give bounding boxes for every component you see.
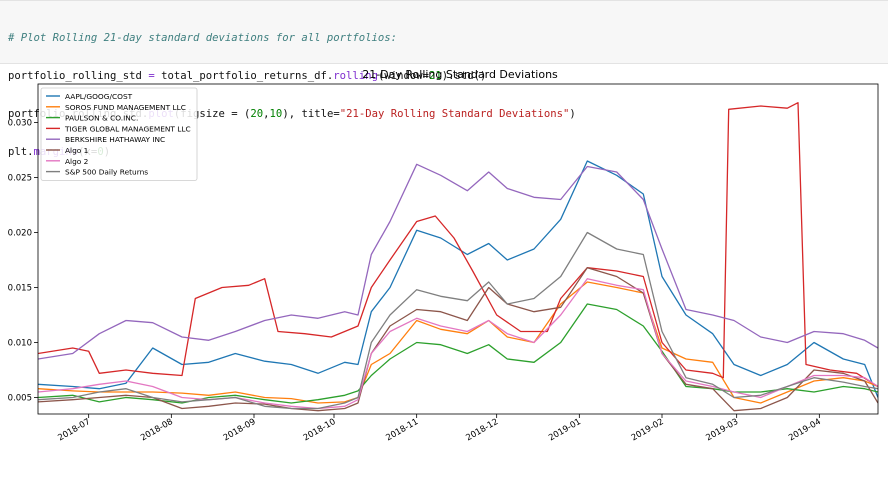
series-line-4	[38, 163, 878, 360]
series-line-3	[38, 102, 878, 388]
code-object: total_portfolio_returns_df.	[161, 69, 334, 82]
x-tick-label: 2019-04	[787, 417, 823, 443]
series-line-1	[38, 281, 878, 404]
code-line-2: portfolio_rolling_std = total_portfolio_…	[8, 70, 880, 83]
legend-label: Algo 2	[65, 157, 88, 166]
y-tick-label: 0.005	[8, 394, 32, 404]
code-function: rolling	[333, 69, 378, 82]
series-line-5	[38, 267, 878, 412]
y-tick-label: 0.010	[8, 339, 32, 349]
legend-label: S&P 500 Daily Returns	[65, 168, 148, 177]
x-tick-label: 2018-07	[56, 417, 92, 443]
legend-label: BERKSHIRE HATHAWAY INC	[65, 135, 165, 144]
code-args: ), title=	[282, 107, 340, 120]
x-axis: 2018-07 2018-08 2018-09 2018-10 2018-11 2018-…	[56, 414, 823, 443]
rolling-std-chart: 21-Day Rolling Standard Deviations 0.005…	[8, 68, 879, 443]
chart-title: 21-Day Rolling Standard Deviations	[362, 68, 558, 81]
code-args-end: ).std()	[441, 69, 487, 82]
plot-frame	[37, 83, 879, 415]
y-tick-label: 0.015	[8, 284, 32, 294]
series-line-0	[38, 160, 878, 398]
legend-box	[40, 87, 198, 181]
x-tick-label: 2018-09	[222, 417, 258, 443]
code-args-end: )	[569, 107, 576, 120]
code-var: portfolio_rolling_std	[8, 69, 142, 82]
code-comment: # Plot Rolling 21-day standard deviation…	[8, 32, 398, 45]
x-tick-label: 2018-12	[464, 417, 500, 443]
legend-label: PAULSON & CO.INC.	[65, 114, 138, 123]
code-assign: =	[141, 69, 162, 82]
x-tick-label: 2019-02	[630, 417, 666, 443]
legend-label: Algo 1	[65, 146, 89, 155]
x-tick-label: 2018-11	[384, 417, 420, 443]
series-line-2	[38, 303, 878, 404]
legend-label: TIGER GLOBAL MANAGEMENT LLC	[64, 124, 191, 133]
y-axis: 0.005 0.010 0.015 0.020 0.025 0.030	[8, 119, 38, 404]
code-line-1: # Plot Rolling 21-day standard deviation…	[8, 32, 880, 45]
code-cell[interactable]: # Plot Rolling 21-day standard deviation…	[0, 0, 888, 158]
y-tick-label: 0.030	[8, 119, 32, 129]
code-object: plt.	[8, 145, 34, 158]
code-string: "21-Day Rolling Standard Deviations"	[339, 107, 570, 120]
code-number: 10	[269, 107, 283, 120]
y-tick-label: 0.020	[8, 229, 32, 239]
x-tick-label: 2018-10	[302, 417, 338, 443]
legend-label: SOROS FUND MANAGEMENT LLC	[65, 103, 186, 112]
code-number: 21	[428, 69, 442, 82]
legend: AAPL/GOOG/COST SOROS FUND MANAGEMENT LLC P…	[40, 87, 198, 181]
x-tick-label: 2019-03	[704, 417, 740, 443]
x-tick-label: 2019-01	[547, 417, 583, 443]
series-lines	[38, 102, 878, 412]
legend-label: AAPL/GOOG/COST	[65, 92, 133, 101]
y-tick-label: 0.025	[8, 174, 32, 184]
code-number: 20	[250, 107, 264, 120]
code-args: ,	[263, 107, 270, 120]
code-args: (window=	[377, 69, 429, 82]
series-line-7	[38, 231, 878, 410]
x-tick-label: 2018-08	[139, 417, 175, 443]
plot-area	[37, 83, 879, 415]
series-line-6	[38, 278, 878, 410]
